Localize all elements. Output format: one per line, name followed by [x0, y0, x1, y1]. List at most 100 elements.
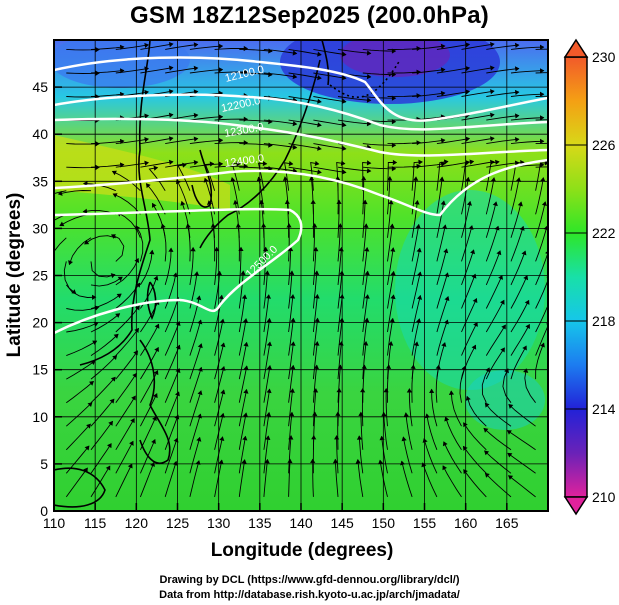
- coastline-japan: [199, 59, 321, 249]
- streamline: [362, 341, 367, 380]
- streamline-arrow: [152, 416, 157, 421]
- streamline-arrow: [317, 98, 322, 104]
- streamline: [66, 306, 100, 311]
- streamline: [164, 248, 172, 286]
- streamline-arrow: [131, 395, 136, 401]
- streamline: [164, 414, 179, 450]
- streamline: [288, 223, 290, 262]
- streamline: [431, 389, 438, 427]
- streamline: [165, 43, 198, 50]
- streamline-arrow: [241, 294, 248, 299]
- streamline: [481, 367, 490, 403]
- streamline-arrow: [197, 390, 203, 396]
- streamline-arrow: [174, 391, 180, 397]
- streamline: [164, 438, 178, 474]
- streamline-arrow: [196, 295, 202, 301]
- streamline: [387, 162, 397, 191]
- y-tick-label: 20: [32, 315, 48, 331]
- streamline-arrow: [500, 347, 505, 353]
- streamline-arrow: [539, 115, 545, 121]
- streamline: [362, 48, 396, 52]
- streamline: [263, 459, 268, 497]
- streamline: [115, 305, 140, 333]
- streamline: [436, 138, 470, 145]
- streamline: [263, 294, 270, 333]
- streamline: [362, 96, 396, 99]
- streamline-arrow: [514, 136, 520, 143]
- streamline: [238, 318, 247, 356]
- streamline-arrow: [416, 318, 422, 324]
- streamline: [263, 342, 271, 380]
- streamline-arrow: [440, 67, 446, 73]
- streamline: [383, 412, 388, 450]
- streamline-arrow: [112, 355, 118, 360]
- streamline: [148, 167, 166, 191]
- streamline-arrow: [172, 460, 178, 466]
- streamline-arrow: [135, 305, 140, 311]
- streamline-arrow: [341, 98, 347, 104]
- streamline: [58, 190, 92, 195]
- streamline-arrow: [514, 113, 520, 119]
- streamline: [312, 412, 316, 450]
- streamline: [535, 201, 546, 238]
- streamline-arrow: [230, 177, 236, 182]
- streamline-arrow: [193, 160, 199, 166]
- streamline-arrow: [83, 181, 88, 187]
- streamline: [387, 47, 421, 50]
- colorbar-tick-label: 226: [592, 137, 616, 153]
- streamline: [337, 365, 341, 403]
- streamline-arrow: [135, 282, 141, 288]
- streamline-arrow: [266, 388, 272, 394]
- streamline-arrow: [119, 138, 125, 145]
- streamline: [312, 341, 318, 380]
- streamline-arrow: [317, 75, 322, 81]
- streamline-arrow: [220, 366, 226, 371]
- streamline: [90, 261, 116, 278]
- streamline: [510, 46, 544, 50]
- streamline: [238, 342, 248, 380]
- streamline: [510, 140, 544, 145]
- streamline-arrow: [544, 160, 548, 166]
- streamline: [288, 96, 322, 103]
- streamline-arrow: [193, 42, 199, 48]
- streamline: [90, 313, 120, 333]
- streamline-arrow: [105, 465, 111, 471]
- streamline: [90, 69, 124, 74]
- streamline-arrow: [472, 297, 478, 303]
- streamline: [312, 270, 318, 309]
- streamline: [189, 390, 202, 427]
- streamline: [140, 393, 158, 427]
- streamline: [535, 166, 548, 168]
- streamline: [436, 248, 448, 286]
- streamline-arrow: [363, 223, 369, 228]
- streamline-arrow: [465, 89, 471, 95]
- streamline: [486, 162, 519, 168]
- streamline-arrow: [144, 113, 149, 119]
- streamline: [510, 275, 528, 309]
- streamline: [288, 412, 293, 450]
- streamline-arrow: [364, 270, 370, 276]
- streamline-arrow: [289, 411, 295, 417]
- streamline: [238, 365, 248, 403]
- streamline: [461, 201, 471, 238]
- streamline: [214, 71, 248, 74]
- streamline-arrow: [495, 159, 500, 165]
- streamline: [310, 176, 314, 215]
- x-tick-label: 125: [166, 515, 190, 531]
- streamline-arrow: [218, 67, 224, 73]
- streamline-arrow: [219, 318, 225, 324]
- streamline-arrow: [292, 50, 298, 56]
- streamline-arrow: [195, 460, 201, 465]
- streamline: [115, 328, 139, 356]
- streamline: [507, 430, 536, 451]
- streamline: [239, 119, 273, 123]
- streamline-arrow: [265, 411, 272, 417]
- streamline: [362, 271, 369, 309]
- streamline: [263, 318, 271, 356]
- streamline: [411, 200, 418, 238]
- streamline-arrow: [289, 270, 295, 275]
- streamline: [486, 91, 519, 97]
- streamline-arrow: [87, 402, 93, 407]
- streamline-arrow: [106, 443, 112, 449]
